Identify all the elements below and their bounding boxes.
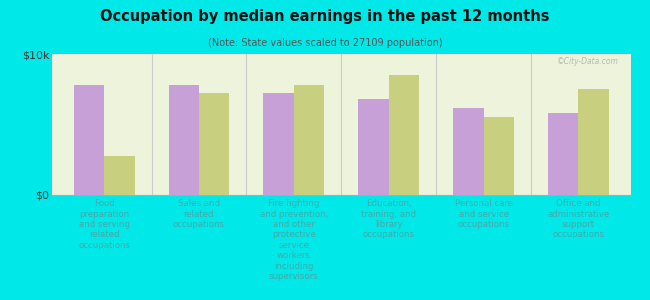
Bar: [74, 85, 104, 195]
Bar: [104, 155, 135, 195]
Text: Occupation by median earnings in the past 12 months: Occupation by median earnings in the pas…: [100, 9, 550, 24]
Bar: [358, 99, 389, 195]
Bar: [263, 94, 294, 195]
Bar: [199, 94, 229, 195]
Bar: [294, 85, 324, 195]
Bar: [578, 89, 608, 195]
Text: (Note: State values scaled to 27109 population): (Note: State values scaled to 27109 popu…: [208, 38, 442, 47]
Bar: [453, 108, 484, 195]
Bar: [389, 75, 419, 195]
Text: ©City-Data.com: ©City-Data.com: [557, 57, 619, 66]
Bar: [548, 113, 578, 195]
Bar: [484, 118, 514, 195]
Bar: [168, 85, 199, 195]
